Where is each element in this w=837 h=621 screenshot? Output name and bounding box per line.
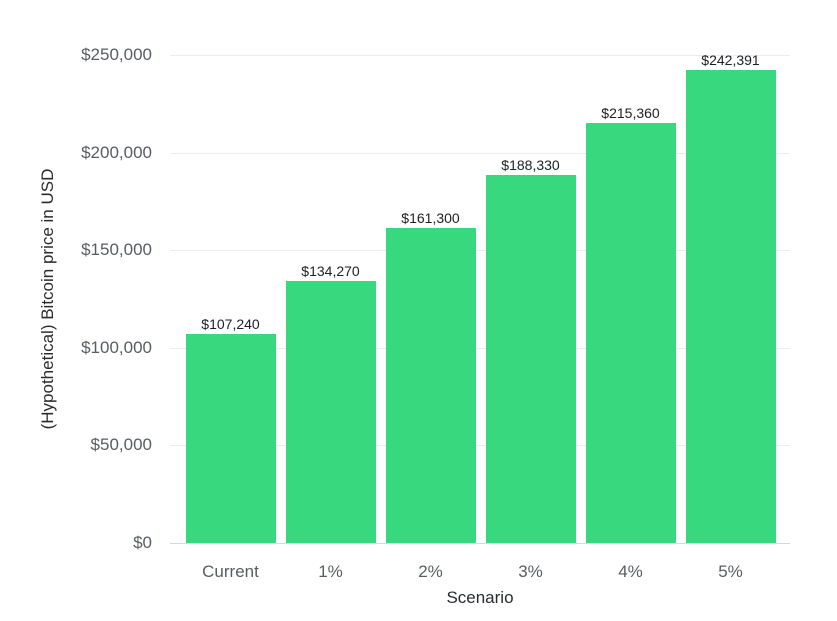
bar — [285, 281, 376, 543]
gridline — [170, 55, 790, 56]
gridline — [170, 445, 790, 446]
bar — [485, 175, 576, 543]
bar-value-label: $242,391 — [701, 52, 760, 68]
x-tick-label: 1% — [318, 562, 343, 581]
x-tick-label: 3% — [518, 562, 543, 581]
x-axis-title: Scenario — [446, 588, 514, 607]
bar — [185, 334, 276, 543]
bar-value-label: $134,270 — [301, 263, 360, 279]
bar-value-label: $107,240 — [201, 316, 260, 332]
y-tick-label: $0 — [133, 533, 152, 552]
gridline — [170, 348, 790, 349]
x-axis-line — [170, 543, 790, 544]
bar-value-label: $188,330 — [501, 157, 560, 173]
gridline — [170, 250, 790, 251]
x-tick-label: 4% — [618, 562, 643, 581]
gridline — [170, 153, 790, 154]
bar-value-label: $161,300 — [401, 210, 460, 226]
y-tick-label: $150,000 — [81, 240, 152, 259]
x-tick-label: 2% — [418, 562, 443, 581]
y-tick-label: $100,000 — [81, 338, 152, 357]
y-tick-label: $250,000 — [81, 45, 152, 64]
y-tick-label: $200,000 — [81, 143, 152, 162]
x-tick-label: 5% — [718, 562, 743, 581]
bar — [385, 228, 476, 543]
bar-value-label: $215,360 — [601, 105, 660, 121]
x-tick-label: Current — [202, 562, 259, 581]
y-axis-title: (Hypothetical) Bitcoin price in USD — [38, 168, 57, 430]
bar — [585, 123, 676, 543]
y-tick-label: $50,000 — [90, 435, 152, 454]
bar — [685, 70, 776, 543]
